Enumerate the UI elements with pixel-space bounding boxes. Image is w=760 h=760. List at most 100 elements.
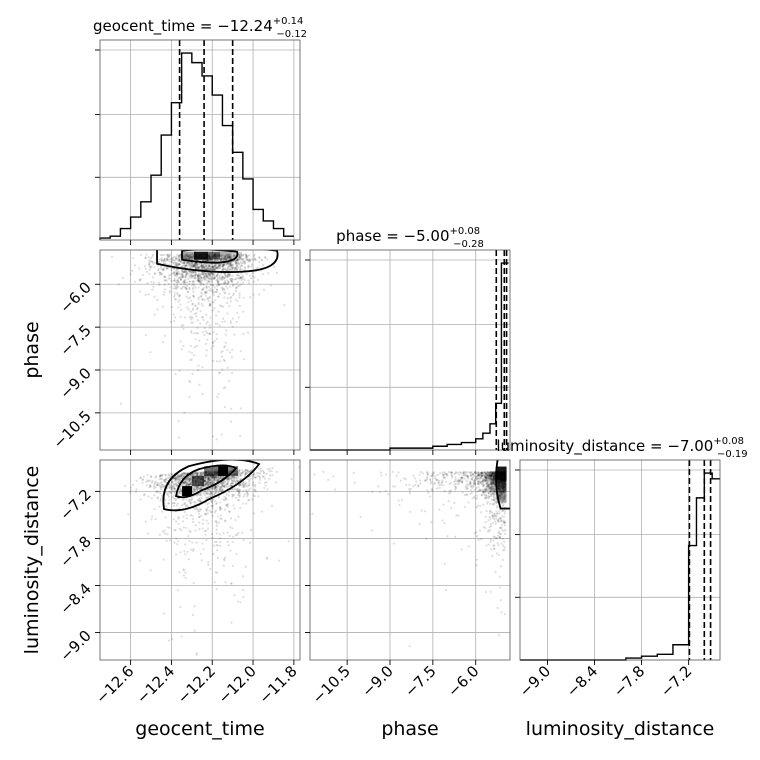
- scatter-point-522: [503, 694, 505, 696]
- scatter-point-1541: [205, 285, 208, 289]
- scatter-point-650: [215, 520, 218, 523]
- scatter-point-490: [491, 514, 495, 517]
- scatter-point-791: [216, 273, 219, 276]
- scatter-point-1177: [221, 265, 224, 268]
- scatter-point-650: [498, 495, 502, 498]
- scatter-point-149: [228, 253, 231, 257]
- scatter-point-969: [173, 502, 176, 505]
- scatter-point-778: [493, 486, 496, 490]
- scatter-point-55: [220, 258, 223, 261]
- scatter-point-969: [380, 474, 383, 477]
- scatter-point-1208: [493, 490, 497, 493]
- scatter-point-587: [240, 472, 243, 475]
- scatter-point-1452: [216, 322, 219, 325]
- scatter-point-1067: [155, 490, 159, 493]
- scatter-point-1537: [187, 255, 190, 258]
- scatter-point-56: [391, 470, 394, 474]
- panel-contents: [100, 460, 300, 660]
- scatter-point-471: [173, 489, 177, 493]
- scatter-point-1002: [241, 262, 244, 265]
- scatter-point-981: [205, 483, 208, 486]
- scatter-point-1428: [454, 485, 457, 488]
- scatter-point-1231: [141, 273, 145, 277]
- scatter-point-157: [175, 483, 178, 486]
- scatter-point-95: [153, 483, 156, 486]
- scatter-point-40: [430, 521, 433, 524]
- scatter-point-1246: [140, 253, 143, 257]
- scatter-point-921: [151, 260, 154, 263]
- scatter-point-1342: [148, 272, 151, 276]
- scatter-point-339: [199, 473, 203, 477]
- scatter-point-530: [211, 504, 214, 507]
- scatter-point-1433: [490, 487, 493, 490]
- scatter-point-400: [163, 529, 166, 532]
- scatter-point-1192: [144, 293, 147, 297]
- scatter-point-113: [498, 495, 501, 498]
- scatter-point-353: [485, 472, 489, 475]
- scatter-point-1224: [214, 486, 217, 489]
- scatter-point-386: [222, 263, 225, 266]
- scatter-point-1275: [215, 290, 218, 293]
- scatter-point-294: [183, 481, 186, 484]
- scatter-point-1136: [186, 477, 190, 480]
- scatter-point-1019: [195, 494, 198, 497]
- scatter-point-695: [193, 275, 196, 278]
- scatter-point-1617: [166, 258, 169, 261]
- scatter-point-1134: [491, 472, 495, 476]
- scatter-point-1611: [144, 265, 147, 268]
- scatter-point-348: [178, 490, 181, 494]
- scatter-point-681: [492, 477, 495, 480]
- scatter-point-1379: [203, 266, 206, 269]
- scatter-point-957: [490, 493, 493, 496]
- scatter-point-1095: [209, 499, 213, 503]
- scatter-point-290: [226, 276, 229, 279]
- scatter-point-720: [229, 300, 233, 303]
- scatter-point-1436: [488, 486, 491, 490]
- scatter-point-1294: [219, 257, 222, 261]
- scatter-point-1007: [453, 480, 456, 483]
- scatter-point-1407: [223, 484, 226, 488]
- scatter-point-139: [484, 480, 487, 483]
- scatter-point-1133: [481, 474, 484, 477]
- scatter-point-1173: [193, 629, 196, 632]
- scatter-point-1088: [470, 484, 474, 488]
- scatter-point-1619: [212, 476, 215, 479]
- scatter-panel-luminosity_distance-vs-geocent_time: [99, 459, 301, 661]
- scatter-point-187: [198, 497, 201, 500]
- scatter-point-663: [173, 482, 176, 486]
- scatter-point-193: [188, 262, 191, 266]
- scatter-point-855: [139, 498, 142, 501]
- scatter-point-817: [234, 480, 237, 483]
- scatter-point-1225: [233, 476, 236, 479]
- scatter-point-1365: [503, 521, 506, 524]
- scatter-point-897: [489, 488, 492, 492]
- scatter-point-732: [218, 360, 221, 363]
- scatter-point-324: [209, 487, 212, 490]
- scatter-point-1177: [480, 471, 484, 474]
- scatter-point-1536: [176, 281, 179, 284]
- scatter-point-537: [199, 280, 202, 283]
- scatter-point-128: [450, 474, 453, 477]
- scatter-point-419: [234, 268, 237, 271]
- scatter-point-330: [247, 493, 250, 496]
- scatter-point-893: [450, 471, 453, 474]
- scatter-point-1026: [233, 255, 236, 258]
- scatter-point-1620: [227, 280, 230, 283]
- scatter-point-56: [159, 475, 162, 478]
- scatter-point-84: [405, 483, 408, 487]
- scatter-point-170: [503, 512, 506, 515]
- scatter-point-579: [180, 274, 183, 277]
- scatter-point-1586: [200, 281, 203, 284]
- scatter-point-305: [258, 293, 261, 296]
- scatter-point-821: [491, 489, 494, 492]
- scatter-point-1319: [480, 472, 483, 476]
- scatter-point-480: [471, 497, 474, 500]
- scatter-point-1160: [208, 303, 211, 306]
- scatter-point-728: [447, 470, 450, 474]
- scatter-point-1203: [172, 279, 175, 282]
- scatter-point-683: [170, 279, 173, 282]
- scatter-point-304: [171, 486, 174, 490]
- scatter-point-893: [171, 272, 174, 276]
- scatter-point-1396: [191, 474, 194, 477]
- scatter-point-999: [196, 486, 199, 489]
